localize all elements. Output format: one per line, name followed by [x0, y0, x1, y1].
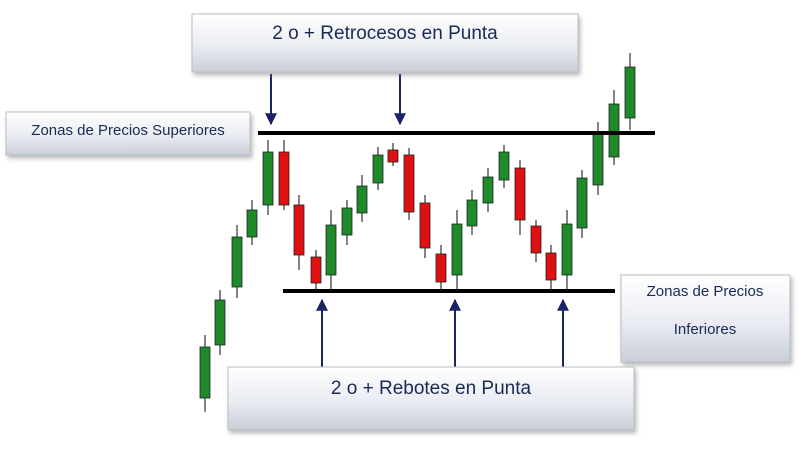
top-box [191, 13, 579, 73]
candle-body [310, 256, 322, 284]
top-label: 2 o + Retrocesos en Punta [272, 23, 498, 44]
candle-body [592, 131, 604, 186]
arrows [265, 74, 569, 368]
candle-body [498, 151, 510, 181]
candle-body [387, 149, 399, 163]
candle-body [466, 199, 478, 227]
bottom-label: 2 o + Rebotes en Punta [331, 378, 532, 399]
candle-body [372, 154, 384, 184]
candle-body [214, 299, 226, 346]
candle-body [231, 236, 243, 288]
candle-body [278, 151, 290, 206]
bottom-box [227, 366, 635, 431]
candle-body [482, 176, 494, 204]
candle-body [530, 225, 542, 254]
candle-body [199, 346, 211, 399]
lower-zone-label: Zonas de Precios [647, 283, 764, 300]
candle-body [624, 66, 636, 119]
candle-body [341, 207, 353, 236]
candle-body [419, 202, 431, 249]
lower-zone-label: Inferiores [674, 321, 737, 338]
candle-body [356, 185, 368, 214]
candle-body [576, 177, 588, 229]
candle-body [325, 224, 337, 276]
candlesticks [199, 53, 636, 412]
candle-body [403, 154, 415, 213]
candle-body [608, 103, 620, 158]
candle-body [451, 223, 463, 276]
lower-zone-box [620, 274, 791, 363]
candle-body [293, 204, 305, 256]
upper-zone-box [5, 111, 251, 156]
candle-body [514, 167, 526, 221]
candle-body [545, 252, 557, 281]
upper-zone-label: Zonas de Precios Superiores [31, 122, 224, 139]
candle-body [262, 151, 274, 206]
candle-body [435, 253, 447, 283]
candle-body [246, 209, 258, 238]
candle-body [561, 223, 573, 276]
